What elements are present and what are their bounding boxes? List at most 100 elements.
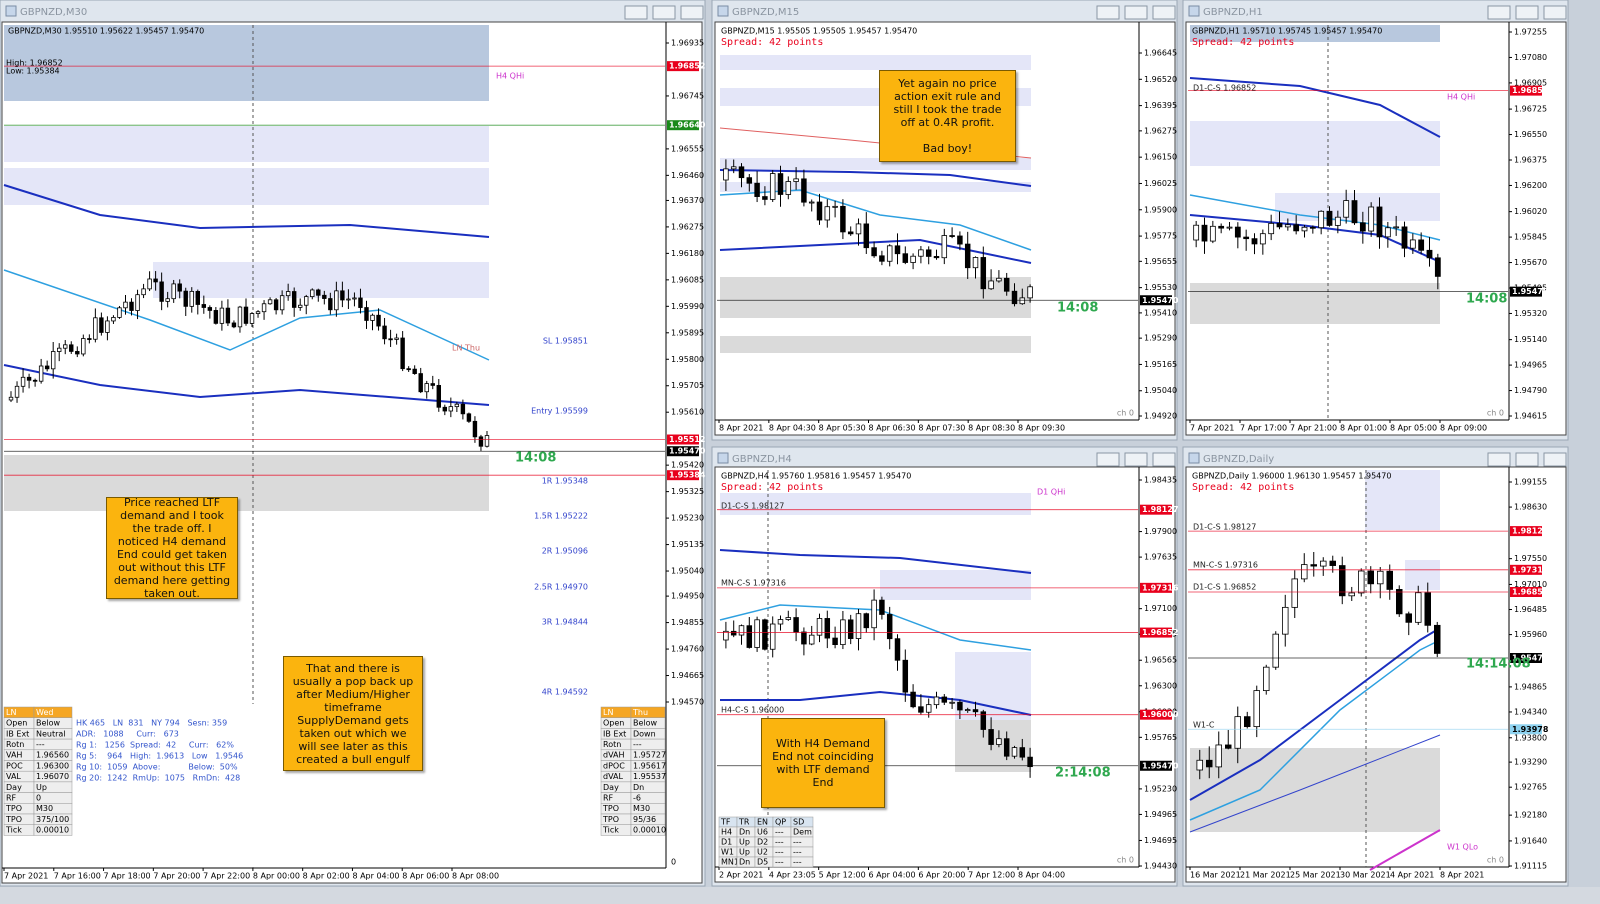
- window-button[interactable]: [680, 5, 704, 20]
- window-button[interactable]: [1487, 452, 1511, 467]
- candle-body: [793, 617, 799, 633]
- zone: [1190, 283, 1440, 324]
- candle-body: [988, 729, 994, 745]
- candle-body: [225, 307, 231, 324]
- timer: 14:08: [1057, 301, 1098, 316]
- zone: [1275, 193, 1440, 221]
- price-label: 1.96020: [1514, 207, 1547, 216]
- candle-body: [298, 304, 303, 308]
- candle-body: [69, 344, 74, 352]
- candle-body: [863, 613, 870, 629]
- table-text: TPO: [602, 815, 619, 824]
- candle-body: [902, 253, 909, 263]
- high-label: High: 1.96852: [6, 59, 63, 68]
- window-button[interactable]: [652, 5, 676, 20]
- candle-body: [894, 638, 901, 661]
- moving-average: [720, 690, 1032, 716]
- candle-body: [171, 283, 176, 300]
- window-title: GBPNZD,M30: [20, 7, 87, 18]
- price-label: 1.97255: [1514, 28, 1547, 37]
- note: With H4 Demand End not coinciding with L…: [761, 718, 885, 808]
- price-label: 1.95420: [671, 461, 704, 470]
- price-badge-label: 1.95470: [1512, 287, 1549, 296]
- window-button[interactable]: [1096, 452, 1120, 467]
- price-badge: [1140, 627, 1172, 638]
- window-button[interactable]: [1124, 5, 1148, 20]
- candle-body: [424, 383, 429, 393]
- stat-line: Rg 20: 1242 RmUp: 1075 RmDn: 428: [76, 774, 240, 783]
- candle-body: [1019, 297, 1026, 305]
- price-badge: [667, 434, 699, 445]
- candle-body: [1318, 210, 1325, 229]
- candle-body: [1405, 613, 1413, 623]
- window-title: GBPNZD,M15: [732, 7, 799, 18]
- price-badge-label: 1.96852: [669, 62, 705, 71]
- candle-body: [777, 173, 784, 195]
- candle-body: [996, 738, 1002, 745]
- level-label: 4R 1.94592: [542, 688, 588, 697]
- window-button[interactable]: [1515, 452, 1539, 467]
- price-label: 1.94950: [671, 592, 704, 601]
- time-label: 5 Apr 12:00: [819, 871, 866, 880]
- footer: ch 0: [1117, 856, 1134, 865]
- candle-body: [1401, 226, 1408, 249]
- candle-body: [388, 338, 393, 341]
- footer: ch 0: [1487, 409, 1504, 418]
- time-label: 4 Apr 2021: [1390, 871, 1434, 880]
- price-badge: [1140, 709, 1172, 720]
- candle-body: [801, 631, 807, 645]
- window-button[interactable]: [1152, 452, 1176, 467]
- window-button[interactable]: [1152, 5, 1176, 20]
- candle-body: [847, 231, 854, 235]
- candle-body: [738, 625, 745, 636]
- window-icon: [1188, 5, 1200, 17]
- time-label: 21 Mar 2021: [1240, 871, 1291, 880]
- table-text: POC: [6, 761, 23, 770]
- table-text: ---: [775, 838, 784, 847]
- time-label: 8 Apr 04:00: [1018, 871, 1065, 880]
- level-label: 3R 1.94844: [542, 618, 588, 627]
- candle-body: [925, 704, 932, 713]
- symbol-info: GBPNZD,H1 1.95710 1.95745 1.95457 1.9547…: [1192, 27, 1382, 36]
- window-icon: [717, 452, 729, 464]
- table-text: RF: [6, 793, 17, 802]
- level-label: LN Thu: [452, 344, 480, 353]
- candle-body: [855, 223, 862, 235]
- window-title: GBPNZD,H1: [1203, 7, 1263, 18]
- candle-body: [785, 181, 792, 195]
- table-text: 0: [36, 793, 41, 802]
- symbol-info: GBPNZD,H4 1.95760 1.95816 1.95457 1.9547…: [721, 472, 911, 481]
- candle-body: [910, 255, 916, 263]
- time-label: 6 Apr 20:00: [918, 871, 965, 880]
- window-button[interactable]: [1515, 5, 1539, 20]
- candle-body: [1268, 222, 1275, 235]
- candle-body: [14, 385, 20, 398]
- window-button[interactable]: [1543, 452, 1567, 467]
- price-label: 1.96745: [671, 91, 704, 100]
- candle-body: [1251, 238, 1258, 245]
- price-label: 1.96150: [1144, 153, 1177, 162]
- candle-body: [177, 283, 182, 292]
- window-button[interactable]: [624, 5, 648, 20]
- status-bar: [0, 887, 1600, 904]
- candle-body: [1434, 257, 1441, 277]
- table-text: Open: [603, 719, 624, 728]
- candle-body: [454, 403, 460, 408]
- candle-body: [376, 314, 381, 327]
- price-badge: [1510, 286, 1542, 297]
- window-button[interactable]: [1543, 5, 1567, 20]
- candle-body: [1201, 224, 1208, 242]
- price-label: 0: [671, 858, 676, 867]
- candle-body: [448, 406, 454, 412]
- candle-body: [1259, 233, 1266, 245]
- candle-body: [249, 313, 255, 324]
- window-button[interactable]: [1096, 5, 1120, 20]
- table-text: ---: [775, 828, 784, 837]
- candle-body: [406, 368, 411, 371]
- moving-average: [3, 184, 490, 238]
- price-label: 1.97080: [1514, 53, 1547, 62]
- window-button[interactable]: [1487, 5, 1511, 20]
- zone: [955, 720, 1031, 772]
- candle-body: [328, 298, 333, 311]
- window-button[interactable]: [1124, 452, 1148, 467]
